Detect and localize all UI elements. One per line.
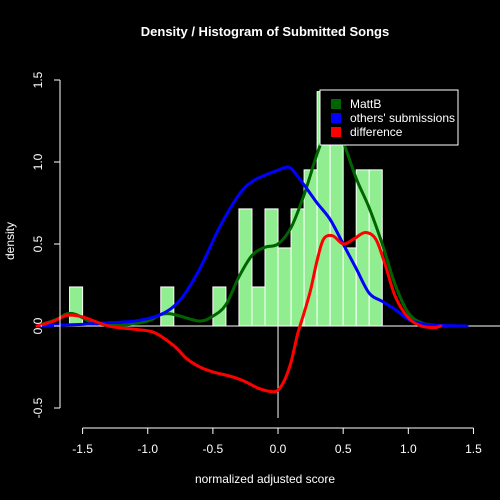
chart-title: Density / Histogram of Submitted Songs bbox=[141, 24, 389, 39]
legend-swatch-others-submissions bbox=[331, 113, 341, 123]
histogram-bar bbox=[264, 208, 279, 327]
histogram-bar bbox=[69, 286, 84, 327]
legend-swatch-mattb bbox=[331, 99, 341, 109]
x-axis-title: normalized adjusted score bbox=[195, 472, 335, 486]
y-tick-label: -0.5 bbox=[31, 397, 45, 418]
y-tick-label: 0.5 bbox=[31, 235, 45, 252]
x-tick-label: 0.5 bbox=[335, 442, 352, 456]
series-line-others-submissions bbox=[35, 165, 469, 328]
y-axis-title: density bbox=[3, 222, 17, 260]
x-axis: -1.5 -1.0 -0.5 0.0 0.5 1.0 1.5 bbox=[72, 427, 482, 456]
legend-box bbox=[319, 89, 459, 146]
x-tick-label: 1.5 bbox=[465, 442, 482, 456]
legend-label-others-submissions: others' submissions bbox=[350, 111, 455, 125]
histogram-bar bbox=[277, 247, 292, 327]
x-tick-label: 1.0 bbox=[400, 442, 417, 456]
x-tick-label: -0.5 bbox=[203, 442, 224, 456]
legend-swatch-difference bbox=[331, 127, 341, 137]
y-tick-label: 1.0 bbox=[31, 153, 45, 170]
zero-reference-lines bbox=[40, 325, 500, 418]
y-axis: -0.5 0.0 0.5 1.0 1.5 bbox=[31, 71, 61, 418]
legend-label-mattb: MattB bbox=[350, 97, 381, 111]
series-line-difference bbox=[35, 231, 443, 394]
x-tick-label: 0.0 bbox=[270, 442, 287, 456]
histogram-bar bbox=[342, 247, 357, 327]
x-tick-label: -1.0 bbox=[137, 442, 158, 456]
x-tick-label: -1.5 bbox=[72, 442, 93, 456]
y-tick-label: 0.0 bbox=[31, 317, 45, 334]
y-tick-label: 1.5 bbox=[31, 71, 45, 88]
legend-label-difference: difference bbox=[350, 125, 403, 139]
histogram-bar bbox=[251, 286, 266, 327]
density-curves bbox=[35, 125, 469, 394]
